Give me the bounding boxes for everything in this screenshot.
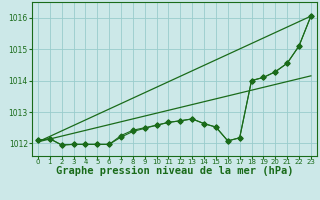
X-axis label: Graphe pression niveau de la mer (hPa): Graphe pression niveau de la mer (hPa)	[56, 166, 293, 176]
